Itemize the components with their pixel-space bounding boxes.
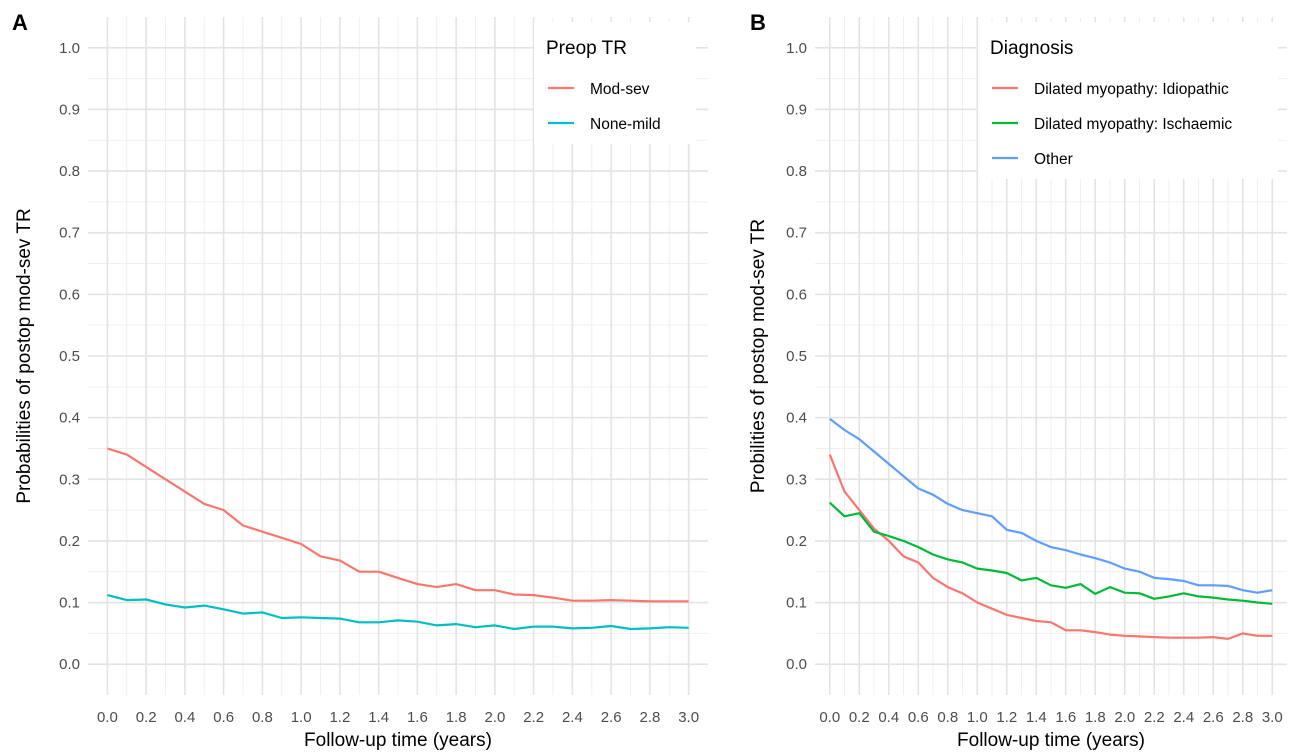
y-tick-label: 1.0 [786, 40, 807, 57]
y-tick-label: 0.4 [786, 410, 807, 427]
x-tick-label: 2.6 [1203, 709, 1224, 726]
x-tick-label: 1.6 [1055, 709, 1076, 726]
x-tick-label: 0.2 [849, 709, 870, 726]
x-tick-label: 2.2 [1144, 709, 1165, 726]
legend-title: Preop TR [546, 38, 627, 59]
y-tick-label: 0.6 [786, 286, 807, 303]
y-tick-label: 0.9 [786, 101, 807, 118]
y-tick-label: 0.1 [786, 595, 807, 612]
y-tick-label: 0.2 [59, 533, 80, 550]
y-tick-label: 0.4 [59, 410, 80, 427]
x-tick-label: 0.6 [908, 709, 929, 726]
x-tick-label: 3.0 [1262, 709, 1283, 726]
x-tick-label: 1.2 [996, 709, 1017, 726]
x-tick-label: 0.8 [937, 709, 958, 726]
series-line [829, 418, 1273, 594]
legend-label: Mod-sev [590, 81, 650, 98]
x-tick-label: 1.6 [407, 709, 428, 726]
series-line [107, 447, 689, 603]
x-axis-title: Follow-up time (years) [304, 730, 492, 751]
y-tick-label: 0.7 [786, 225, 807, 242]
x-tick-label: 1.0 [967, 709, 988, 726]
y-tick-label: 0.5 [786, 348, 807, 365]
y-axis-title: Probilities of postop mod-sev TR [748, 219, 769, 493]
x-tick-label: 0.4 [878, 709, 899, 726]
x-axis-title: Follow-up time (years) [957, 730, 1145, 751]
x-tick-label: 0.6 [213, 709, 234, 726]
y-tick-label: 0.0 [786, 656, 807, 673]
legend-label: Dilated myopathy: Idiopathic [1034, 81, 1229, 98]
x-tick-label: 0.8 [252, 709, 273, 726]
x-tick-label: 3.0 [678, 709, 699, 726]
panel-label: A [12, 10, 28, 35]
legend-title: Diagnosis [990, 38, 1073, 59]
x-tick-label: 0.0 [97, 709, 118, 726]
y-tick-label: 0.9 [59, 101, 80, 118]
y-tick-label: 0.6 [59, 286, 80, 303]
series-line [828, 454, 1273, 641]
x-tick-label: 2.2 [523, 709, 544, 726]
x-tick-label: 2.4 [1173, 709, 1194, 726]
x-tick-label: 2.0 [484, 709, 505, 726]
y-tick-label: 0.8 [59, 163, 80, 180]
legend-label: Other [1034, 151, 1073, 168]
x-tick-label: 1.0 [291, 709, 312, 726]
x-tick-label: 1.8 [1085, 709, 1106, 726]
panel-label: B [750, 10, 766, 35]
y-tick-label: 0.8 [786, 163, 807, 180]
y-axis-title: Probabilities of postop mod-sev TR [14, 208, 35, 503]
x-tick-label: 2.4 [562, 709, 583, 726]
y-tick-label: 0.7 [59, 225, 80, 242]
x-tick-label: 2.6 [601, 709, 622, 726]
x-tick-label: 1.8 [446, 709, 467, 726]
x-tick-label: 1.2 [329, 709, 350, 726]
chart-panel-b: 0.0 0.2 0.4 0.6 0.8 1.0 1.2 1.4 1.6 1.8 2.0 2.2 2.4 2… [748, 10, 1287, 751]
y-tick-label: 0.3 [59, 471, 80, 488]
legend-label: Dilated myopathy: Ischaemic [1034, 116, 1232, 133]
y-tick-label: 0.1 [59, 595, 80, 612]
x-tick-label: 0.0 [819, 709, 840, 726]
chart-panel-a: 0.0 0.2 0.4 0.6 0.8 1.0 1.2 1.4 1.6 1.8 2.0 2.2 2.4 2… [12, 10, 708, 751]
x-tick-label: 0.4 [174, 709, 195, 726]
x-tick-label: 2.0 [1114, 709, 1135, 726]
legend-label: None-mild [590, 116, 661, 133]
y-tick-label: 0.5 [59, 348, 80, 365]
legend-box [978, 22, 1278, 179]
y-tick-label: 0.0 [59, 656, 80, 673]
series-line [107, 594, 689, 631]
x-tick-label: 2.8 [639, 709, 660, 726]
y-tick-label: 1.0 [59, 40, 80, 57]
x-tick-label: 1.4 [368, 709, 389, 726]
y-tick-label: 0.3 [786, 471, 807, 488]
x-tick-label: 0.2 [136, 709, 157, 726]
series-line [829, 501, 1273, 605]
x-tick-label: 2.8 [1232, 709, 1253, 726]
y-tick-label: 0.2 [786, 533, 807, 550]
x-tick-label: 1.4 [1026, 709, 1047, 726]
